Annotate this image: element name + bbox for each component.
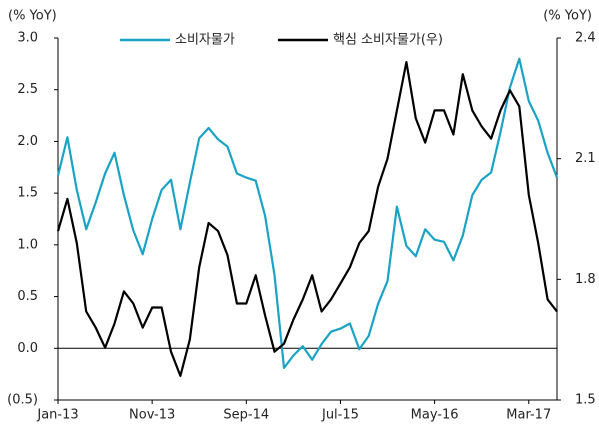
y-tick-label: 3.0	[17, 31, 38, 46]
y-tick-label: (0.5)	[7, 393, 38, 408]
legend-label: 핵심 소비자물가(우)	[333, 33, 443, 48]
y2-axis-label: (% YoY)	[543, 9, 592, 24]
x-tick-label: Nov-13	[129, 408, 175, 423]
y2-tick-label: 1.8	[575, 272, 596, 287]
y-tick-label: 0.0	[17, 341, 38, 356]
x-tick-label: May-16	[411, 408, 459, 423]
y2-tick-label: 2.4	[575, 31, 596, 46]
y-tick-label: 1.5	[17, 186, 38, 201]
y-tick-label: 1.0	[17, 237, 38, 252]
x-tick-label: Jan-13	[36, 408, 78, 423]
x-tick-label: Mar-17	[506, 408, 551, 423]
y-tick-label: 2.5	[17, 82, 38, 97]
y2-tick-label: 2.1	[575, 151, 596, 166]
x-tick-label: Jul-15	[321, 408, 359, 423]
y-tick-label: 0.5	[17, 289, 38, 304]
y-tick-label: 2.0	[17, 134, 38, 149]
series-line	[56, 57, 559, 369]
legend-label: 소비자물가	[175, 33, 235, 48]
y2-tick-label: 1.5	[575, 393, 596, 408]
y-axis-label: (% YoY)	[8, 9, 57, 24]
series-line	[56, 61, 558, 377]
x-tick-label: Sep-14	[223, 408, 269, 423]
